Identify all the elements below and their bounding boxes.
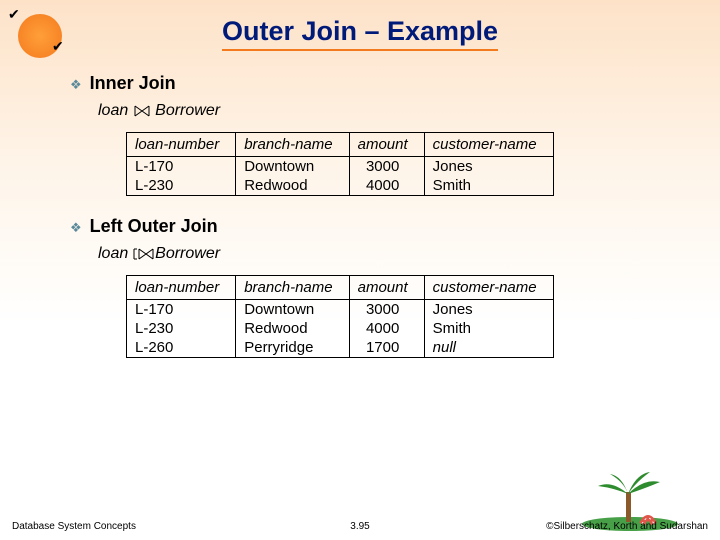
- col-header: amount: [349, 276, 424, 300]
- section-heading: ❖ Left Outer Join: [70, 216, 660, 237]
- table-row: L-260 Perryridge 1700 null: [127, 338, 554, 358]
- cell: 1700: [349, 338, 424, 358]
- cell: 3000: [349, 157, 424, 177]
- cell: Smith: [424, 319, 553, 338]
- expr-right: Borrower: [155, 245, 220, 262]
- relational-expression: loan Borrower: [98, 245, 660, 263]
- table-row: L-230 Redwood 4000 Smith: [127, 176, 554, 196]
- bird-icon: ✔: [52, 38, 64, 55]
- footer-left: Database System Concepts: [12, 521, 136, 532]
- cell: Smith: [424, 176, 553, 196]
- table-row: L-170 Downtown 3000 Jones: [127, 300, 554, 320]
- cell: Jones: [424, 157, 553, 177]
- cell: L-230: [127, 319, 236, 338]
- footer-right: ©Silberschatz, Korth and Sudarshan: [546, 521, 708, 532]
- cell: Downtown: [236, 300, 349, 320]
- col-header: amount: [349, 133, 424, 157]
- natural-join-icon: [133, 102, 151, 116]
- col-header: branch-name: [236, 276, 349, 300]
- cell: Downtown: [236, 157, 349, 177]
- expr-left: loan: [98, 102, 128, 119]
- heading-text: Left Outer Join: [90, 216, 218, 237]
- cell: 4000: [349, 176, 424, 196]
- cell: L-170: [127, 157, 236, 177]
- col-header: customer-name: [424, 133, 553, 157]
- cell: Jones: [424, 300, 553, 320]
- bullet-diamond-icon: ❖: [70, 77, 82, 93]
- section-heading: ❖ Inner Join: [70, 73, 660, 94]
- expr-left: loan: [98, 245, 128, 262]
- col-header: customer-name: [424, 276, 553, 300]
- cell: L-260: [127, 338, 236, 358]
- sun-decoration: ✔ ✔: [12, 8, 68, 64]
- slide-title: Outer Join – Example: [222, 16, 498, 51]
- cell: Redwood: [236, 176, 349, 196]
- col-header: loan-number: [127, 133, 236, 157]
- relational-expression: loan Borrower: [98, 102, 660, 120]
- cell: L-230: [127, 176, 236, 196]
- left-outer-join-table: loan-number branch-name amount customer-…: [126, 275, 554, 358]
- inner-join-table: loan-number branch-name amount customer-…: [126, 132, 554, 196]
- footer-page-number: 3.95: [350, 521, 369, 532]
- bird-icon: ✔: [8, 6, 20, 23]
- cell: Perryridge: [236, 338, 349, 358]
- left-outer-join-icon: [133, 245, 151, 259]
- col-header: branch-name: [236, 133, 349, 157]
- expr-right: Borrower: [155, 102, 220, 119]
- cell: L-170: [127, 300, 236, 320]
- cell: null: [424, 338, 553, 358]
- heading-text: Inner Join: [90, 73, 176, 94]
- slide-footer: Database System Concepts 3.95 ©Silbersch…: [0, 521, 720, 532]
- bullet-diamond-icon: ❖: [70, 220, 82, 236]
- table-row: L-230 Redwood 4000 Smith: [127, 319, 554, 338]
- cell: 3000: [349, 300, 424, 320]
- slide-title-wrap: Outer Join – Example: [0, 0, 720, 51]
- cell: 4000: [349, 319, 424, 338]
- col-header: loan-number: [127, 276, 236, 300]
- table-row: L-170 Downtown 3000 Jones: [127, 157, 554, 177]
- cell: Redwood: [236, 319, 349, 338]
